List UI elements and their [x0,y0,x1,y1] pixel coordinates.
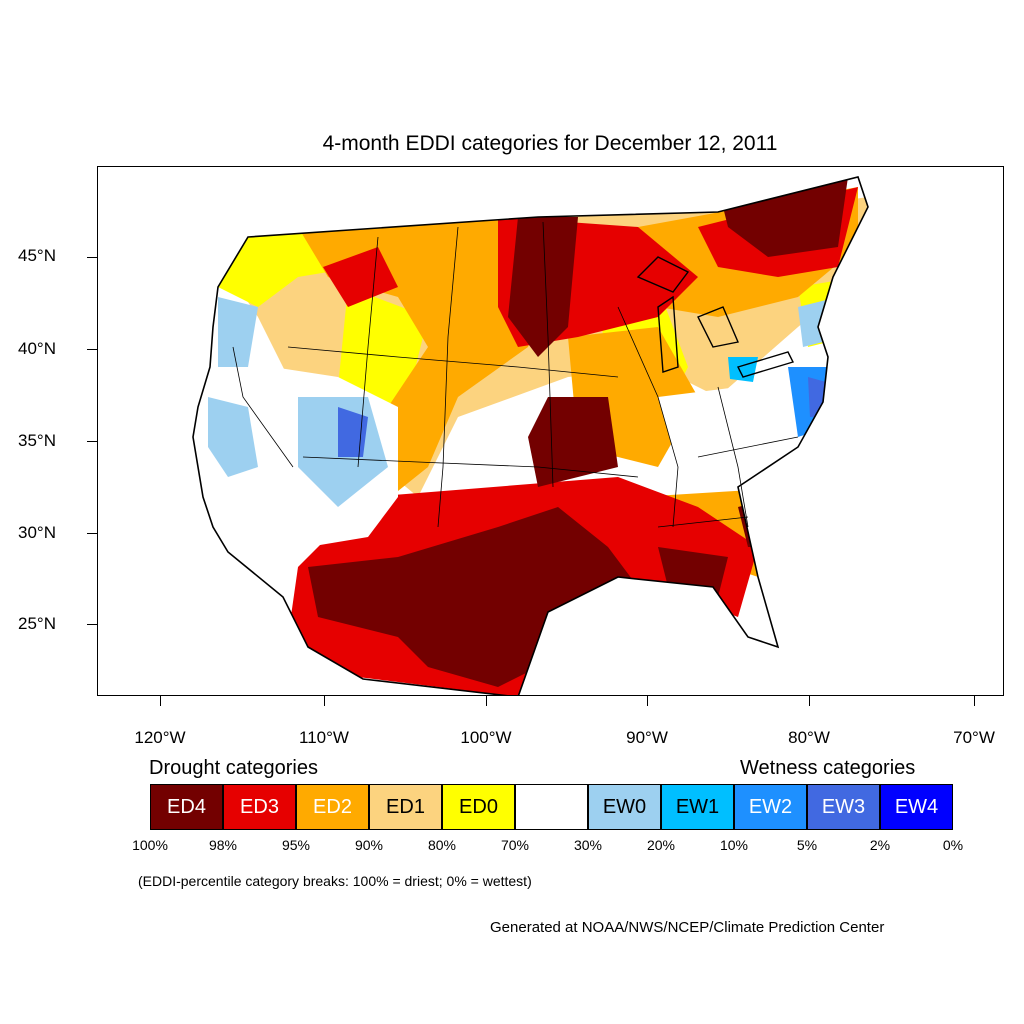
eddi-field [193,177,868,695]
lon-label-120w: 120°W [134,728,186,747]
legend-box-ed0: ED0 [442,784,515,830]
legend-break-label: 98% [208,837,238,853]
lon-tick [324,696,325,706]
lat-tick [87,624,97,625]
lat-tick [87,349,97,350]
legend-break-label: 0% [942,837,964,853]
legend-box-ew2: EW2 [734,784,807,830]
wetness-legend-title: Wetness categories [740,757,916,779]
legend-box-ed1: ED1 [369,784,442,830]
great-lakes [636,256,794,378]
legend-box-ew1: EW1 [661,784,734,830]
eddi-map [192,176,869,695]
legend-break-label: 70% [500,837,530,853]
lon-label-110w: 110°W [299,728,349,747]
legend-break-label: 95% [281,837,311,853]
legend-break-label: 2% [869,837,891,853]
lat-label-25: 25°N [18,614,56,633]
lon-label-90w: 90°W [626,728,668,747]
map-panel [97,166,1004,696]
legend-break-label: 20% [646,837,676,853]
credit-line: Generated at NOAA/NWS/NCEP/Climate Predi… [490,919,885,936]
lon-label-70w: 70°W [953,728,995,747]
lon-label-100w: 100°W [460,728,512,747]
legend-box-ew4: EW4 [880,784,953,830]
legend-box-ed4: ED4 [150,784,223,830]
state-boundaries [232,221,799,528]
legend-box-neutral [515,784,588,830]
lat-label-35: 35°N [18,431,56,450]
lat-label-40: 40°N [18,339,56,358]
lat-label-45: 45°N [18,246,56,265]
lon-tick [486,696,487,706]
coastline [192,176,869,695]
lat-label-30: 30°N [18,523,56,542]
legend-break-label: 5% [796,837,818,853]
lon-tick [647,696,648,706]
legend-note: (EDDI-percentile category breaks: 100% =… [138,873,532,889]
map-title: 4-month EDDI categories for December 12,… [322,132,778,155]
drought-legend-title: Drought categories [149,757,318,779]
lat-tick [87,533,97,534]
lon-tick [974,696,975,706]
legend-box-ed2: ED2 [296,784,369,830]
lat-tick [87,441,97,442]
legend-box-ew0: EW0 [588,784,661,830]
legend-box-ew3: EW3 [807,784,880,830]
legend-break-label: 10% [719,837,749,853]
legend-break-label: 80% [427,837,457,853]
legend-box-ed3: ED3 [223,784,296,830]
lon-tick [160,696,161,706]
legend-break-label: 30% [573,837,603,853]
lat-tick [87,257,97,258]
legend-break-label: 100% [132,837,168,853]
legend-break-label: 90% [354,837,384,853]
lon-label-80w: 80°W [788,728,830,747]
lon-tick [809,696,810,706]
